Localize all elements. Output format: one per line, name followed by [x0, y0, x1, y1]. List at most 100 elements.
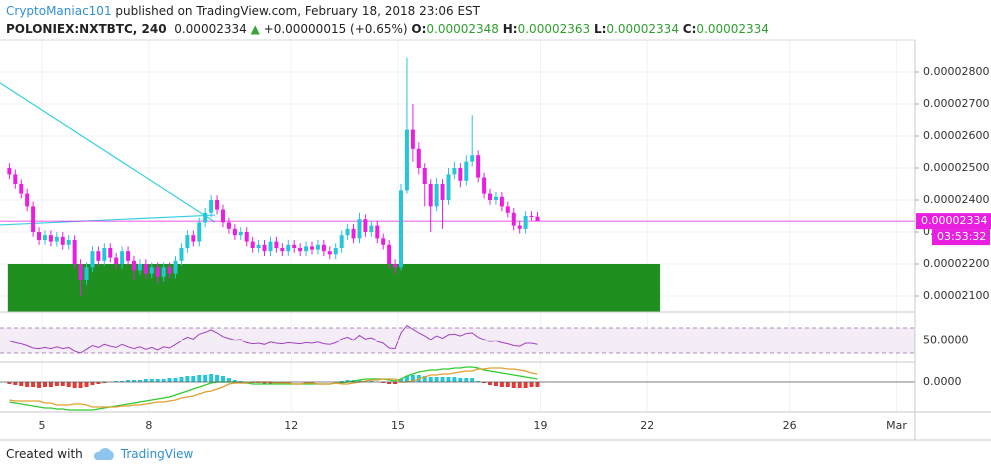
macd-histogram-bar	[37, 382, 42, 388]
macd-histogram-bar	[209, 374, 214, 382]
candle-body	[410, 129, 415, 149]
brand-link[interactable]: TradingView	[120, 447, 194, 461]
candle-body	[90, 251, 95, 268]
candle-body	[143, 264, 148, 274]
candle-body	[499, 196, 504, 207]
macd-histogram-bar	[428, 377, 433, 382]
logo	[93, 448, 114, 460]
candle-body	[274, 241, 279, 248]
author-link[interactable]: CryptoManiac101	[6, 4, 112, 18]
candle-body	[13, 174, 18, 184]
quote-line: POLONIEX:NXTBTC, 240 0.00002334 ▲ +0.000…	[6, 20, 769, 38]
macd-histogram-bar	[149, 379, 154, 382]
x-tick-label: 19	[533, 419, 547, 432]
x-tick-label: 15	[391, 419, 405, 432]
macd-histogram-bar	[339, 381, 344, 382]
l-value: 0.00002334	[606, 22, 679, 36]
candle-body	[149, 267, 154, 274]
macd-histogram-bar	[369, 381, 374, 382]
macd-histogram-bar	[90, 382, 95, 385]
candle-body	[357, 219, 362, 239]
candle-body	[375, 225, 380, 239]
candle-body	[304, 246, 309, 252]
candle-body	[108, 248, 113, 258]
candle-body	[215, 200, 220, 210]
candle-body	[476, 155, 481, 178]
macd-histogram-bar	[7, 382, 12, 384]
candle-body	[244, 232, 249, 242]
candle-body	[523, 216, 528, 229]
macd-histogram-bar	[48, 382, 53, 387]
macd-histogram-bar	[381, 382, 386, 383]
macd-histogram-bar	[161, 379, 166, 382]
candle-body	[517, 225, 522, 229]
price-pane	[0, 57, 915, 312]
macd-histogram-bar	[345, 380, 350, 382]
macd-line	[9, 366, 538, 411]
candle-body	[72, 240, 77, 264]
macd-histogram-bar	[31, 382, 36, 387]
macd-histogram-bar	[387, 382, 392, 384]
macd-histogram-bar	[357, 380, 362, 382]
macd-histogram-bar	[398, 379, 403, 382]
macd-histogram-bar	[25, 382, 30, 387]
macd-histogram-bar	[173, 378, 178, 382]
candle-body	[398, 190, 403, 268]
macd-histogram-bar	[60, 382, 65, 386]
trend-line	[0, 214, 216, 226]
macd-histogram-bar	[517, 382, 522, 388]
candle-body	[404, 129, 409, 191]
rsi-line	[9, 324, 538, 354]
symbol: POLONIEX:NXTBTC, 240	[6, 22, 167, 36]
candle-body	[452, 168, 457, 175]
countdown-box	[932, 229, 990, 246]
x-tick-label: 8	[145, 419, 152, 432]
candle-body	[387, 244, 392, 264]
macd-histogram-bar	[523, 382, 528, 388]
candle-body	[363, 219, 368, 232]
macd-histogram-bar	[42, 382, 47, 387]
macd-histogram-bar	[78, 382, 83, 388]
macd-histogram-bar	[488, 382, 493, 385]
candle-body	[120, 251, 125, 264]
macd-histogram-bar	[529, 382, 534, 387]
candle-body	[137, 264, 142, 271]
candle-body	[333, 248, 338, 255]
h-value: 0.00002363	[517, 22, 591, 36]
macd-histogram-bar	[19, 382, 24, 386]
candle-body	[42, 235, 47, 240]
candle-body	[197, 222, 202, 242]
zone-box	[7, 264, 661, 312]
x-tick-label: 26	[783, 419, 797, 432]
macd-histogram-bar	[393, 382, 398, 384]
y-tick-label: 0.00002800	[923, 65, 989, 78]
up-arrow: ▲	[250, 22, 260, 36]
chart: 5 8 12 15 19 22 26 Mar 0.00002100 0.00002200 0.000…	[0, 39, 991, 441]
candle-body	[464, 161, 469, 181]
candle-body	[321, 244, 326, 252]
candle-body	[505, 206, 510, 213]
candle-body	[280, 248, 285, 252]
macd-histogram-bar	[482, 382, 487, 383]
axes: 5 8 12 15 19 22 26 Mar 0.00002100 0.00002200 0.000…	[0, 39, 991, 441]
candle-body	[286, 244, 291, 252]
candle-body	[351, 228, 356, 239]
candle-body	[167, 267, 172, 274]
macd-histogram-bar	[493, 382, 498, 386]
change: +0.00000015 (+0.65%)	[263, 22, 408, 36]
created-with: Created with	[6, 447, 83, 461]
macd-histogram-bar	[470, 378, 475, 382]
h-label: H:	[502, 22, 518, 36]
candle-body	[493, 196, 498, 200]
y-tick-label: 0.00002400	[923, 193, 989, 206]
y-tick-label: 0.00002100	[923, 289, 989, 302]
o-value: 0.00002348	[426, 22, 499, 36]
macd-histogram-bar	[434, 377, 439, 382]
candle-body	[131, 260, 136, 271]
candle-body	[155, 267, 160, 277]
macd-histogram-bar	[232, 380, 237, 382]
macd-histogram-bar	[143, 379, 148, 382]
candle-body	[54, 236, 59, 242]
candle-body	[434, 184, 439, 207]
macd-histogram-bar	[452, 377, 457, 382]
